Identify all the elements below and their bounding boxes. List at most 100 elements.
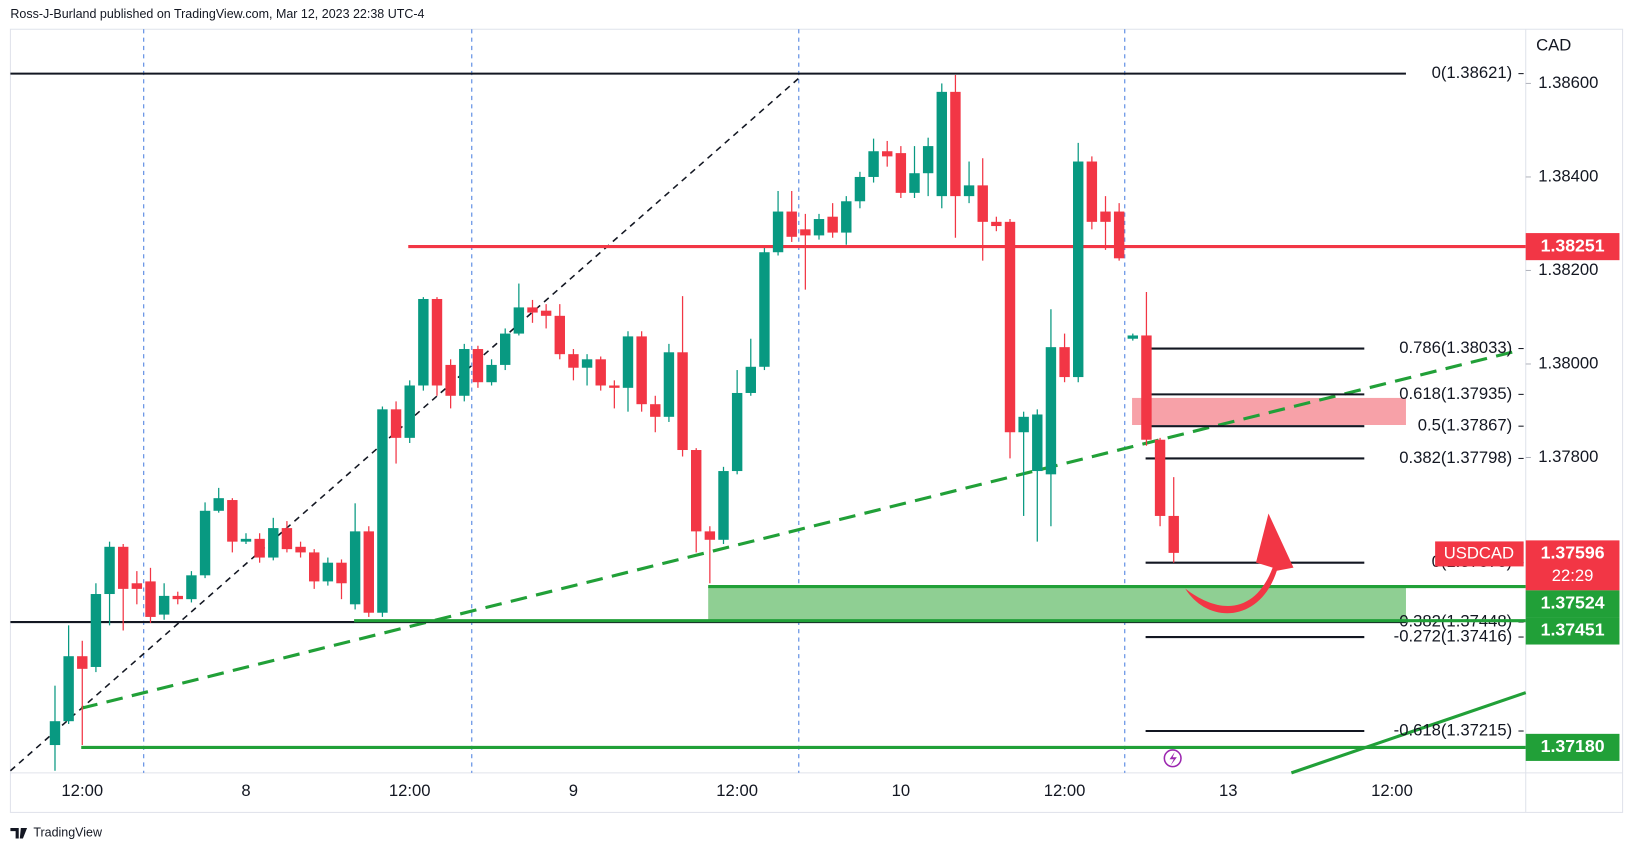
candle-body <box>554 315 565 355</box>
candle-body <box>227 500 238 542</box>
candle-body <box>854 176 866 202</box>
price-label-box <box>1525 590 1620 618</box>
candle-body <box>117 546 129 589</box>
candle-body <box>49 721 61 746</box>
y-tick-label: 1.38600 <box>1538 73 1598 92</box>
price-label: 1.37524 <box>1541 593 1605 613</box>
symbol-box <box>1435 541 1524 567</box>
x-tick-label: 13 <box>1219 781 1238 800</box>
footer-logo <box>10 828 28 839</box>
candle-body <box>295 546 306 553</box>
y-tick-label: 1.38400 <box>1538 166 1598 185</box>
candle-body <box>882 151 893 157</box>
x-tick-label: 12:00 <box>716 781 758 800</box>
candle-body <box>404 385 415 438</box>
candle-body <box>240 538 252 542</box>
candle-body <box>1045 347 1057 475</box>
candle-body <box>731 392 743 472</box>
candle-body <box>786 211 797 237</box>
last-price-label: 1.37596 <box>1541 543 1605 563</box>
x-tick-label: 9 <box>569 781 578 800</box>
candle-body <box>568 354 579 368</box>
header: Ross-J-Burland published on TradingView.… <box>10 7 424 21</box>
event-icon-bolt <box>1169 752 1177 766</box>
candle-body <box>1141 335 1152 440</box>
candle-body <box>663 352 675 417</box>
x-tick-label: 12:00 <box>1044 781 1086 800</box>
candle-body <box>718 471 729 540</box>
candle-body <box>963 185 975 197</box>
candle-body <box>868 151 879 177</box>
candle-body <box>213 498 224 511</box>
fib-label: -0.272(1.37416) <box>1394 626 1513 645</box>
candle-body <box>158 595 170 615</box>
plot: 1.38600 1.38400 1.38200 1.38000 1.37800 12:00… <box>10 63 1620 800</box>
candle-body <box>1059 347 1070 378</box>
fib-label: 0.382(1.37798) <box>1399 448 1512 467</box>
x-tick-label: 12:00 <box>389 781 431 800</box>
candle-body <box>1154 439 1166 516</box>
price-label: 1.38251 <box>1541 235 1605 255</box>
candle-body <box>691 450 702 532</box>
candle-body <box>104 546 115 595</box>
candle-body <box>841 201 852 233</box>
candle-body <box>922 146 934 174</box>
candle-body <box>486 364 497 383</box>
candle-body <box>1168 515 1179 553</box>
candle-body <box>1086 161 1098 222</box>
fib-label: 0.618(1.37935) <box>1399 384 1512 403</box>
candle-body <box>281 528 293 550</box>
x-tick-label: 10 <box>892 781 911 800</box>
candle-body <box>936 91 947 197</box>
candle-body <box>800 229 811 236</box>
candle-body <box>418 298 429 386</box>
fib-label: 0.786(1.38033) <box>1399 338 1512 357</box>
y-tick-label: 1.38200 <box>1538 260 1598 279</box>
candle-body <box>77 656 88 669</box>
trendline <box>1290 691 1527 775</box>
fib-label: -0.618(1.37215) <box>1394 720 1513 739</box>
price-label-box <box>1525 617 1620 645</box>
currency: CAD <box>1536 35 1571 54</box>
fib-label: 0(1.38621) <box>1432 63 1513 82</box>
chart-frame <box>9 28 1624 813</box>
candle-body <box>349 531 361 605</box>
price-label-box <box>1525 233 1620 261</box>
candle-body <box>909 173 920 193</box>
event-icon <box>1163 749 1182 768</box>
candle-body <box>63 656 74 722</box>
candle-body <box>445 364 456 396</box>
candle-body <box>145 581 156 617</box>
candle-body <box>759 252 770 367</box>
candle-body <box>609 385 620 388</box>
candle-body <box>827 216 838 233</box>
candle-body <box>581 359 593 368</box>
candle-body <box>677 352 688 451</box>
candle-body <box>322 562 334 582</box>
candle-body <box>1100 211 1111 222</box>
candle-body <box>977 185 988 222</box>
candle-body <box>199 510 211 576</box>
price-label: 1.37180 <box>1541 736 1605 756</box>
candle-body <box>131 583 143 589</box>
candle-body <box>772 211 784 253</box>
candle-body <box>336 562 347 584</box>
candle-body <box>1018 416 1029 433</box>
footer: TradingView <box>33 826 103 840</box>
candle-body <box>513 307 525 334</box>
candle-body <box>431 298 443 386</box>
y-tick-label: 1.37800 <box>1538 447 1598 466</box>
candle-body <box>991 221 1002 227</box>
trendline <box>80 350 1513 710</box>
candle-body <box>1032 414 1043 472</box>
candle-body <box>595 359 606 386</box>
candle-body <box>186 575 197 600</box>
fib-label: 0.5(1.37867) <box>1418 416 1512 435</box>
candle-body <box>540 310 552 316</box>
candle-body <box>527 307 538 313</box>
candle-body <box>1004 221 1016 433</box>
candle-body <box>254 538 265 558</box>
symbol-label: USDCAD <box>1444 543 1514 562</box>
